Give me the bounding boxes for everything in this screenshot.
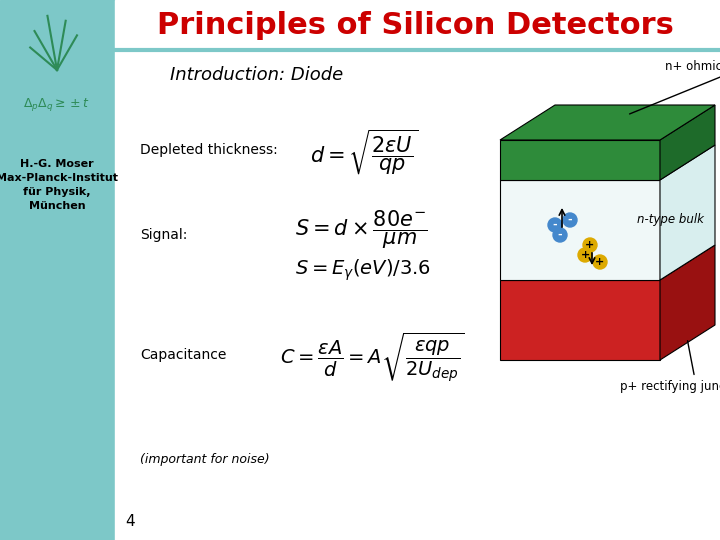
Text: Depleted thickness:: Depleted thickness: [140, 143, 278, 157]
Text: $\Delta_p \Delta_q \geq \pm t$: $\Delta_p \Delta_q \geq \pm t$ [24, 97, 91, 113]
Polygon shape [500, 140, 660, 180]
Text: H.-G. Moser
Max-Planck-Institut
für Physik,
München: H.-G. Moser Max-Planck-Institut für Phys… [0, 159, 118, 211]
Text: $C = \dfrac{\varepsilon A}{d} = A\sqrt{\dfrac{\varepsilon qp}{2U_{dep}}}$: $C = \dfrac{\varepsilon A}{d} = A\sqrt{\… [280, 331, 465, 385]
Text: n-type bulk: n-type bulk [637, 213, 704, 226]
Text: +: + [595, 257, 605, 267]
Text: (important for noise): (important for noise) [140, 454, 269, 467]
Text: Principles of Silicon Detectors: Principles of Silicon Detectors [156, 10, 673, 39]
Polygon shape [660, 105, 715, 180]
Text: Introduction: Diode: Introduction: Diode [170, 66, 343, 84]
Text: $S = d \times \dfrac{80e^{-}}{\mu m}$: $S = d \times \dfrac{80e^{-}}{\mu m}$ [295, 209, 428, 251]
Bar [0, 0, 115, 540]
Text: $d = \sqrt{\dfrac{2\varepsilon U}{qp}}$: $d = \sqrt{\dfrac{2\varepsilon U}{qp}}$ [310, 127, 418, 177]
Polygon shape [660, 145, 715, 280]
Text: -: - [553, 220, 557, 230]
Text: $S = E_{\gamma}(eV) / 3.6$: $S = E_{\gamma}(eV) / 3.6$ [295, 257, 431, 283]
Text: -: - [567, 215, 572, 225]
Polygon shape [500, 180, 660, 280]
Circle shape [563, 213, 577, 227]
Circle shape [578, 248, 592, 262]
Text: +: + [585, 240, 595, 250]
Text: 4: 4 [125, 515, 135, 530]
Polygon shape [500, 280, 660, 360]
Polygon shape [660, 245, 715, 360]
Circle shape [553, 228, 567, 242]
Text: +: + [580, 250, 590, 260]
Text: Capacitance: Capacitance [140, 348, 226, 362]
Text: n+ ohmic bulk contact (0V): n+ ohmic bulk contact (0V) [629, 60, 720, 114]
Circle shape [583, 238, 597, 252]
Text: Signal:: Signal: [140, 228, 187, 242]
Text: p+ rectifying junction (-V): p+ rectifying junction (-V) [620, 341, 720, 393]
Polygon shape [500, 105, 715, 140]
Text: -: - [558, 230, 562, 240]
Circle shape [548, 218, 562, 232]
Bar [115, 0, 720, 50]
Circle shape [593, 255, 607, 269]
Bar [115, 50, 720, 540]
